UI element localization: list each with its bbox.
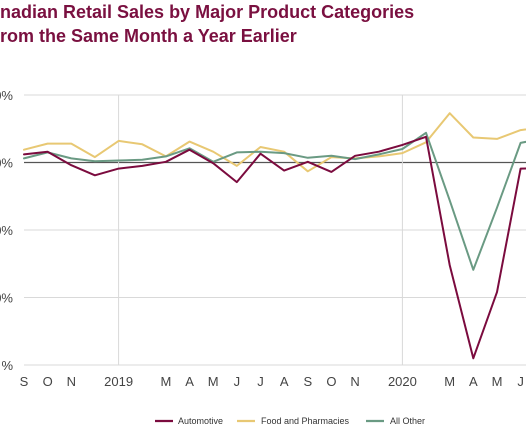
y-axis-tick-labels: 0% 0% 0% 0%% [0, 88, 13, 373]
series-line-all-other [23, 131, 526, 271]
x-tick-label: O [43, 374, 53, 389]
x-tick-label: A [280, 374, 289, 389]
y-tick-label: 0% [0, 156, 13, 171]
x-tick-label: J [234, 374, 241, 389]
x-axis-tick-labels: S O N 2019 M A M J J A S O N 2020 M A M J [20, 374, 524, 389]
y-tick-label: 0% [0, 223, 13, 238]
legend-label-all-other: All Other [390, 416, 425, 426]
x-tick-label: S [20, 374, 29, 389]
x-tick-label: J [257, 374, 264, 389]
legend-label-automotive: Automotive [178, 416, 223, 426]
x-tick-label: M [492, 374, 503, 389]
y-tick-label: 0% [0, 88, 13, 103]
series-lines [23, 112, 526, 360]
chart-title-line-1: nadian Retail Sales by Major Product Cat… [0, 2, 415, 22]
x-tick-label: A [469, 374, 478, 389]
x-tick-label: N [67, 374, 76, 389]
legend-label-food-and-pharmacies: Food and Pharmacies [261, 416, 350, 426]
x-tick-label: S [303, 374, 312, 389]
x-tick-label: O [326, 374, 336, 389]
y-tick-label: 0% [0, 291, 13, 306]
gridlines [24, 94, 526, 366]
x-tick-label: M [160, 374, 171, 389]
x-tick-label: N [350, 374, 359, 389]
y-tick-label: % [1, 358, 13, 373]
series-line-food-and-pharmacies [23, 112, 526, 173]
x-tick-label: 2019 [104, 374, 133, 389]
x-tick-label: M [208, 374, 219, 389]
x-tick-label: M [444, 374, 455, 389]
legend: Automotive Food and Pharmacies All Other [155, 416, 425, 426]
chart-title-line-2: rom the Same Month a Year Earlier [0, 26, 297, 46]
x-tick-label: A [185, 374, 194, 389]
series-line-automotive [23, 135, 526, 360]
x-tick-label: J [517, 374, 524, 389]
x-tick-label: 2020 [388, 374, 417, 389]
